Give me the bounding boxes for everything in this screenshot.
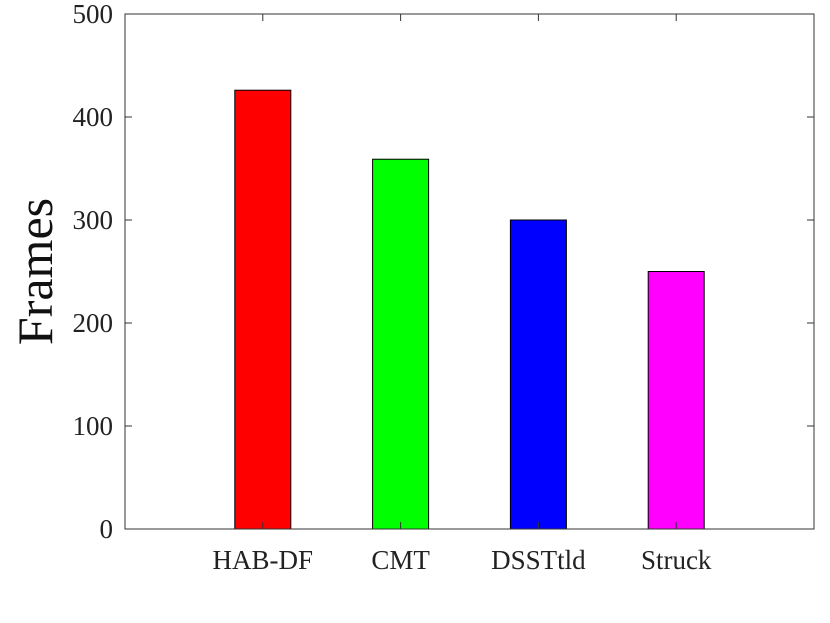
x-tick-label: CMT bbox=[371, 545, 430, 575]
plot-frame bbox=[124, 13, 815, 530]
y-axis-ticks: 0 100 200 300 400 500 bbox=[73, 0, 814, 544]
axes-box bbox=[124, 13, 815, 530]
y-tick-label: 500 bbox=[73, 0, 114, 29]
x-tick-label: DSSTtld bbox=[491, 545, 586, 575]
bar-struck bbox=[647, 271, 705, 530]
bars-group bbox=[234, 89, 705, 530]
y-tick-label: 0 bbox=[100, 514, 114, 544]
y-axis-label: Frames bbox=[7, 198, 63, 345]
x-axis-labels: HAB-DF CMT DSSTtld Struck bbox=[213, 545, 712, 575]
bar-cmt bbox=[372, 158, 430, 530]
y-tick-label: 300 bbox=[73, 205, 114, 235]
y-tick-label: 200 bbox=[73, 308, 114, 338]
y-tick-label: 100 bbox=[73, 411, 114, 441]
x-tick-label: HAB-DF bbox=[213, 545, 314, 575]
bar-dssttld bbox=[509, 219, 567, 530]
x-tick-label: Struck bbox=[641, 545, 712, 575]
y-tick-label: 400 bbox=[73, 102, 114, 132]
bar-hab-df bbox=[234, 89, 292, 530]
